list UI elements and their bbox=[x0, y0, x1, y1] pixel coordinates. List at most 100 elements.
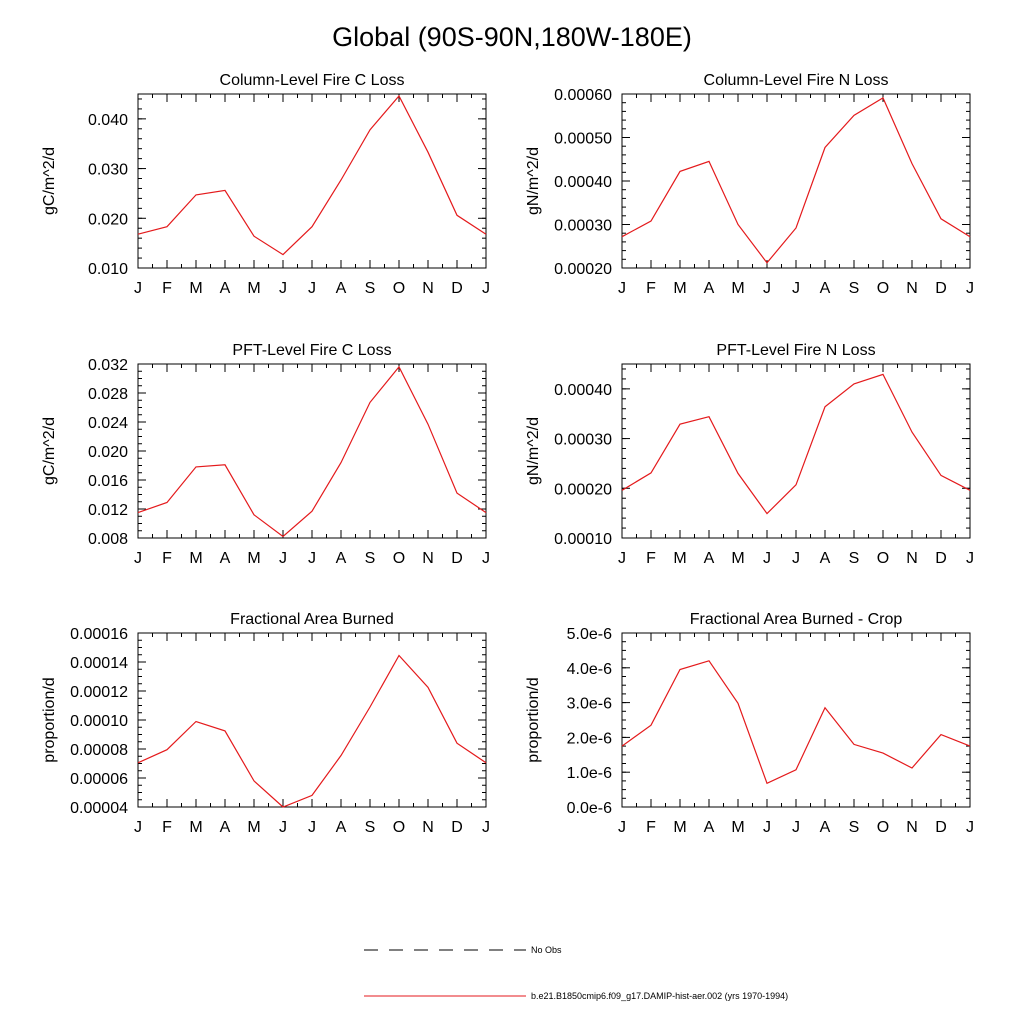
x-tick-label: F bbox=[646, 280, 656, 297]
x-tick-label: J bbox=[618, 280, 626, 297]
chart-title: PFT-Level Fire C Loss bbox=[232, 342, 391, 359]
series-line bbox=[137, 654, 487, 808]
x-tick-label: M bbox=[673, 280, 686, 297]
x-tick-label: A bbox=[820, 280, 831, 297]
x-tick-label: A bbox=[704, 550, 715, 567]
y-tick-label: 0.00006 bbox=[70, 771, 128, 788]
series-line bbox=[621, 373, 971, 515]
series-line bbox=[137, 94, 487, 256]
x-tick-label: J bbox=[134, 819, 142, 836]
x-tick-label: F bbox=[162, 280, 172, 297]
x-tick-label: S bbox=[365, 280, 376, 297]
chart-title: Column-Level Fire N Loss bbox=[704, 72, 889, 89]
y-tick-label: 0.00040 bbox=[554, 382, 612, 399]
y-axis-label: gN/m^2/d bbox=[525, 147, 542, 215]
x-tick-label: F bbox=[162, 550, 172, 567]
y-tick-label: 0.00004 bbox=[70, 800, 128, 817]
x-tick-label: J bbox=[763, 819, 771, 836]
y-tick-label: 0.008 bbox=[88, 531, 128, 548]
y-tick-label: 0.030 bbox=[88, 162, 128, 179]
x-tick-label: J bbox=[792, 550, 800, 567]
x-tick-label: J bbox=[482, 819, 490, 836]
x-tick-label: F bbox=[646, 819, 656, 836]
x-tick-label: M bbox=[731, 280, 744, 297]
x-tick-label: S bbox=[849, 280, 860, 297]
y-tick-label: 0.00016 bbox=[70, 626, 128, 643]
x-tick-label: M bbox=[247, 280, 260, 297]
y-tick-label: 0.028 bbox=[88, 386, 128, 403]
x-tick-label: N bbox=[906, 280, 918, 297]
y-tick-label: 2.0e-6 bbox=[567, 730, 612, 747]
x-tick-label: S bbox=[365, 550, 376, 567]
y-tick-label: 0.00010 bbox=[70, 713, 128, 730]
x-tick-label: A bbox=[704, 280, 715, 297]
y-tick-label: 0.024 bbox=[88, 415, 128, 432]
x-tick-label: D bbox=[451, 550, 463, 567]
chart-title: Fractional Area Burned - Crop bbox=[690, 611, 903, 628]
x-tick-label: M bbox=[189, 550, 202, 567]
y-tick-label: 0.00030 bbox=[554, 432, 612, 449]
y-tick-label: 0.012 bbox=[88, 502, 128, 519]
x-tick-label: N bbox=[906, 550, 918, 567]
legend: No Obs b.e21.B1850cmip6.f09_g17.DAMIP-his… bbox=[364, 945, 788, 1001]
series-line bbox=[137, 365, 487, 538]
x-tick-label: J bbox=[792, 819, 800, 836]
x-tick-label: F bbox=[162, 819, 172, 836]
x-tick-label: A bbox=[820, 550, 831, 567]
x-tick-label: M bbox=[673, 550, 686, 567]
y-axis-label: gN/m^2/d bbox=[525, 417, 542, 485]
y-tick-label: 0.010 bbox=[88, 261, 128, 278]
chart-title: Column-Level Fire C Loss bbox=[220, 72, 405, 89]
x-tick-label: S bbox=[849, 550, 860, 567]
x-tick-label: M bbox=[247, 819, 260, 836]
y-tick-label: 0.032 bbox=[88, 357, 128, 374]
y-tick-label: 0.00014 bbox=[70, 655, 128, 672]
y-tick-label: 0.00020 bbox=[554, 261, 612, 278]
x-tick-label: J bbox=[966, 550, 974, 567]
x-tick-label: J bbox=[308, 819, 316, 836]
x-tick-label: J bbox=[763, 550, 771, 567]
x-tick-label: D bbox=[935, 550, 947, 567]
x-tick-label: F bbox=[646, 550, 656, 567]
x-tick-label: N bbox=[422, 550, 434, 567]
y-axis-label: gC/m^2/d bbox=[41, 417, 58, 485]
chart-title: PFT-Level Fire N Loss bbox=[716, 342, 875, 359]
x-tick-label: J bbox=[966, 280, 974, 297]
series-line bbox=[621, 660, 971, 785]
x-tick-label: M bbox=[247, 550, 260, 567]
x-tick-label: J bbox=[482, 280, 490, 297]
y-tick-label: 0.0e-6 bbox=[567, 800, 612, 817]
x-tick-label: J bbox=[792, 280, 800, 297]
x-tick-label: M bbox=[189, 819, 202, 836]
y-tick-label: 0.00010 bbox=[554, 531, 612, 548]
y-tick-label: 0.040 bbox=[88, 112, 128, 129]
x-tick-label: J bbox=[308, 280, 316, 297]
plot-frame bbox=[137, 93, 487, 269]
y-tick-label: 0.00050 bbox=[554, 131, 612, 148]
x-tick-label: A bbox=[220, 819, 231, 836]
y-tick-label: 0.016 bbox=[88, 473, 128, 490]
y-tick-label: 0.020 bbox=[88, 444, 128, 461]
x-tick-label: O bbox=[393, 819, 405, 836]
y-tick-label: 4.0e-6 bbox=[567, 661, 612, 678]
x-tick-label: A bbox=[704, 819, 715, 836]
x-tick-label: J bbox=[279, 280, 287, 297]
x-tick-label: N bbox=[906, 819, 918, 836]
y-tick-label: 5.0e-6 bbox=[567, 626, 612, 643]
y-tick-label: 3.0e-6 bbox=[567, 696, 612, 713]
chart-title: Fractional Area Burned bbox=[230, 611, 394, 628]
x-tick-label: A bbox=[220, 280, 231, 297]
y-tick-label: 0.020 bbox=[88, 211, 128, 228]
plot-frame bbox=[621, 632, 971, 808]
x-tick-label: D bbox=[935, 819, 947, 836]
x-tick-label: J bbox=[618, 550, 626, 567]
x-tick-label: J bbox=[618, 819, 626, 836]
x-tick-label: J bbox=[966, 819, 974, 836]
plot-frame bbox=[621, 363, 971, 539]
chart-panel-6: 0.0e-61.0e-62.0e-63.0e-64.0e-65.0e-6J F M A… bbox=[525, 611, 974, 836]
plot-frame bbox=[137, 632, 487, 808]
y-tick-label: 0.00020 bbox=[554, 481, 612, 498]
